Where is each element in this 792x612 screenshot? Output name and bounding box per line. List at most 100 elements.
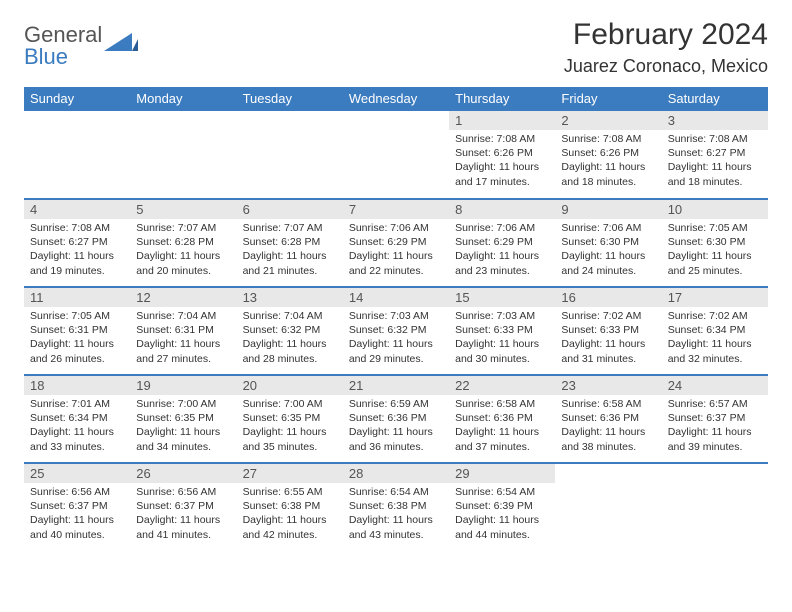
day-details: Sunrise: 7:08 AMSunset: 6:26 PMDaylight:…	[449, 130, 555, 193]
day-cell: 9Sunrise: 7:06 AMSunset: 6:30 PMDaylight…	[555, 199, 661, 287]
day-details: Sunrise: 6:58 AMSunset: 6:36 PMDaylight:…	[555, 395, 661, 458]
day-details: Sunrise: 7:08 AMSunset: 6:27 PMDaylight:…	[24, 219, 130, 282]
day-details: Sunrise: 6:59 AMSunset: 6:36 PMDaylight:…	[343, 395, 449, 458]
day-of-week-header: Sunday	[24, 87, 130, 111]
day-details: Sunrise: 7:06 AMSunset: 6:30 PMDaylight:…	[555, 219, 661, 282]
day-cell: 16Sunrise: 7:02 AMSunset: 6:33 PMDayligh…	[555, 287, 661, 375]
day-cell: 2Sunrise: 7:08 AMSunset: 6:26 PMDaylight…	[555, 111, 661, 199]
day-of-week-header: Saturday	[662, 87, 768, 111]
day-of-week-header: Wednesday	[343, 87, 449, 111]
day-cell	[130, 111, 236, 199]
day-cell: 11Sunrise: 7:05 AMSunset: 6:31 PMDayligh…	[24, 287, 130, 375]
day-cell: 20Sunrise: 7:00 AMSunset: 6:35 PMDayligh…	[237, 375, 343, 463]
day-details: Sunrise: 7:00 AMSunset: 6:35 PMDaylight:…	[130, 395, 236, 458]
day-cell: 1Sunrise: 7:08 AMSunset: 6:26 PMDaylight…	[449, 111, 555, 199]
day-of-week-header: Friday	[555, 87, 661, 111]
day-details: Sunrise: 7:02 AMSunset: 6:34 PMDaylight:…	[662, 307, 768, 370]
day-number: 3	[662, 111, 768, 130]
day-details: Sunrise: 6:54 AMSunset: 6:39 PMDaylight:…	[449, 483, 555, 546]
day-details: Sunrise: 7:05 AMSunset: 6:31 PMDaylight:…	[24, 307, 130, 370]
day-details: Sunrise: 7:04 AMSunset: 6:31 PMDaylight:…	[130, 307, 236, 370]
day-cell: 21Sunrise: 6:59 AMSunset: 6:36 PMDayligh…	[343, 375, 449, 463]
day-cell: 22Sunrise: 6:58 AMSunset: 6:36 PMDayligh…	[449, 375, 555, 463]
day-cell	[662, 463, 768, 551]
day-cell: 29Sunrise: 6:54 AMSunset: 6:39 PMDayligh…	[449, 463, 555, 551]
day-cell	[237, 111, 343, 199]
day-details: Sunrise: 7:01 AMSunset: 6:34 PMDaylight:…	[24, 395, 130, 458]
title-block: February 2024 Juarez Coronaco, Mexico	[564, 18, 768, 77]
week-row: 18Sunrise: 7:01 AMSunset: 6:34 PMDayligh…	[24, 375, 768, 463]
day-details: Sunrise: 6:56 AMSunset: 6:37 PMDaylight:…	[130, 483, 236, 546]
day-cell: 24Sunrise: 6:57 AMSunset: 6:37 PMDayligh…	[662, 375, 768, 463]
day-number: 10	[662, 200, 768, 219]
day-details: Sunrise: 6:56 AMSunset: 6:37 PMDaylight:…	[24, 483, 130, 546]
day-details: Sunrise: 7:04 AMSunset: 6:32 PMDaylight:…	[237, 307, 343, 370]
day-of-week-header: Monday	[130, 87, 236, 111]
day-details: Sunrise: 7:07 AMSunset: 6:28 PMDaylight:…	[130, 219, 236, 282]
day-cell: 12Sunrise: 7:04 AMSunset: 6:31 PMDayligh…	[130, 287, 236, 375]
location: Juarez Coronaco, Mexico	[564, 56, 768, 77]
day-cell: 6Sunrise: 7:07 AMSunset: 6:28 PMDaylight…	[237, 199, 343, 287]
day-cell: 4Sunrise: 7:08 AMSunset: 6:27 PMDaylight…	[24, 199, 130, 287]
day-number: 16	[555, 288, 661, 307]
day-details: Sunrise: 7:05 AMSunset: 6:30 PMDaylight:…	[662, 219, 768, 282]
day-of-week-header: Thursday	[449, 87, 555, 111]
day-details: Sunrise: 7:08 AMSunset: 6:26 PMDaylight:…	[555, 130, 661, 193]
day-details: Sunrise: 6:58 AMSunset: 6:36 PMDaylight:…	[449, 395, 555, 458]
day-of-week-header: Tuesday	[237, 87, 343, 111]
day-number: 11	[24, 288, 130, 307]
day-details: Sunrise: 7:07 AMSunset: 6:28 PMDaylight:…	[237, 219, 343, 282]
day-number: 4	[24, 200, 130, 219]
week-row: 11Sunrise: 7:05 AMSunset: 6:31 PMDayligh…	[24, 287, 768, 375]
day-number: 1	[449, 111, 555, 130]
day-number: 25	[24, 464, 130, 483]
calendar-table: SundayMondayTuesdayWednesdayThursdayFrid…	[24, 87, 768, 551]
day-number: 18	[24, 376, 130, 395]
day-number: 23	[555, 376, 661, 395]
calendar-body: 1Sunrise: 7:08 AMSunset: 6:26 PMDaylight…	[24, 111, 768, 551]
day-cell: 19Sunrise: 7:00 AMSunset: 6:35 PMDayligh…	[130, 375, 236, 463]
day-number: 24	[662, 376, 768, 395]
day-details: Sunrise: 6:57 AMSunset: 6:37 PMDaylight:…	[662, 395, 768, 458]
day-cell: 14Sunrise: 7:03 AMSunset: 6:32 PMDayligh…	[343, 287, 449, 375]
day-details: Sunrise: 7:06 AMSunset: 6:29 PMDaylight:…	[449, 219, 555, 282]
day-cell	[343, 111, 449, 199]
day-details: Sunrise: 7:00 AMSunset: 6:35 PMDaylight:…	[237, 395, 343, 458]
day-cell: 8Sunrise: 7:06 AMSunset: 6:29 PMDaylight…	[449, 199, 555, 287]
day-number: 27	[237, 464, 343, 483]
header: General Blue February 2024 Juarez Corona…	[24, 18, 768, 77]
day-number: 15	[449, 288, 555, 307]
day-number: 19	[130, 376, 236, 395]
day-cell: 13Sunrise: 7:04 AMSunset: 6:32 PMDayligh…	[237, 287, 343, 375]
day-cell: 23Sunrise: 6:58 AMSunset: 6:36 PMDayligh…	[555, 375, 661, 463]
day-cell: 5Sunrise: 7:07 AMSunset: 6:28 PMDaylight…	[130, 199, 236, 287]
day-details: Sunrise: 6:55 AMSunset: 6:38 PMDaylight:…	[237, 483, 343, 546]
brand-word2: Blue	[24, 44, 68, 69]
day-cell: 26Sunrise: 6:56 AMSunset: 6:37 PMDayligh…	[130, 463, 236, 551]
day-number: 17	[662, 288, 768, 307]
day-number: 5	[130, 200, 236, 219]
day-number: 7	[343, 200, 449, 219]
day-cell	[555, 463, 661, 551]
week-row: 4Sunrise: 7:08 AMSunset: 6:27 PMDaylight…	[24, 199, 768, 287]
day-number: 13	[237, 288, 343, 307]
day-number: 2	[555, 111, 661, 130]
day-number: 28	[343, 464, 449, 483]
day-details: Sunrise: 7:03 AMSunset: 6:33 PMDaylight:…	[449, 307, 555, 370]
week-row: 1Sunrise: 7:08 AMSunset: 6:26 PMDaylight…	[24, 111, 768, 199]
day-cell: 25Sunrise: 6:56 AMSunset: 6:37 PMDayligh…	[24, 463, 130, 551]
day-details: Sunrise: 7:06 AMSunset: 6:29 PMDaylight:…	[343, 219, 449, 282]
day-details: Sunrise: 7:03 AMSunset: 6:32 PMDaylight:…	[343, 307, 449, 370]
brand-triangle-icon	[104, 29, 138, 51]
day-number: 6	[237, 200, 343, 219]
days-of-week-row: SundayMondayTuesdayWednesdayThursdayFrid…	[24, 87, 768, 111]
day-number: 29	[449, 464, 555, 483]
day-cell: 17Sunrise: 7:02 AMSunset: 6:34 PMDayligh…	[662, 287, 768, 375]
day-cell: 27Sunrise: 6:55 AMSunset: 6:38 PMDayligh…	[237, 463, 343, 551]
day-number: 12	[130, 288, 236, 307]
day-cell: 15Sunrise: 7:03 AMSunset: 6:33 PMDayligh…	[449, 287, 555, 375]
day-number: 14	[343, 288, 449, 307]
day-number: 26	[130, 464, 236, 483]
day-details: Sunrise: 7:02 AMSunset: 6:33 PMDaylight:…	[555, 307, 661, 370]
week-row: 25Sunrise: 6:56 AMSunset: 6:37 PMDayligh…	[24, 463, 768, 551]
